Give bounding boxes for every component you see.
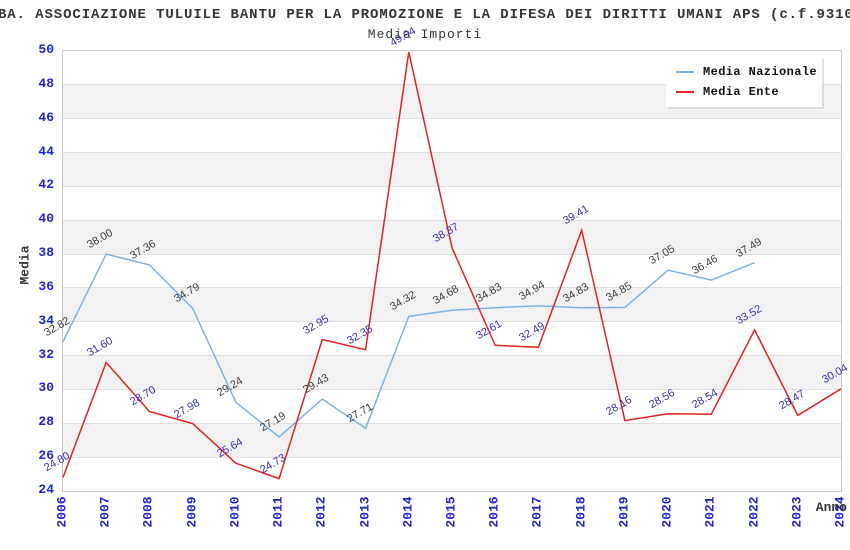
y-tick-label: 42 (38, 177, 54, 193)
gridline (63, 287, 841, 289)
plot-area: 32.82 38.00 37.36 34.79 29.24 27.19 29.43 27.71… (42, 25, 850, 492)
x-tick-label: 2010 (227, 496, 243, 528)
x-tick-label: 2008 (140, 496, 156, 528)
y-tick-label: 26 (38, 448, 54, 464)
x-tick-label: 2013 (357, 496, 373, 528)
gridline (63, 321, 841, 323)
y-tick-label: 36 (38, 278, 54, 294)
x-tick-label: 2023 (789, 496, 805, 528)
x-tick-label: 2011 (270, 496, 286, 528)
x-tick-label: 2006 (54, 496, 70, 528)
band (63, 355, 841, 390)
gridline (63, 456, 841, 458)
y-tick-label: 46 (38, 109, 54, 125)
band (63, 423, 841, 458)
band (63, 152, 841, 187)
gridline (63, 422, 841, 424)
legend-item-media-nazionale: Media Nazionale (676, 62, 822, 82)
gridline (63, 152, 841, 154)
series-lines (62, 51, 842, 480)
y-tick-label: 48 (38, 75, 54, 91)
x-tick-label: 2007 (97, 496, 113, 528)
gridline (63, 118, 841, 120)
x-tick-label: 2017 (529, 496, 545, 528)
chart-title: BA. ASSOCIAZIONE TULUILE BANTU PER LA PR… (0, 7, 850, 23)
legend-swatch-nazionale (676, 71, 694, 73)
x-tick-label: 2016 (486, 496, 502, 528)
y-axis-title: Media (17, 245, 33, 285)
y-tick-label: 50 (38, 42, 54, 57)
gridline (63, 219, 841, 221)
gridline (63, 253, 841, 255)
x-tick-label: 2009 (184, 496, 200, 528)
x-tick-label: 2014 (400, 496, 416, 528)
band (63, 287, 841, 322)
y-tick-label: 40 (38, 211, 54, 227)
legend-label: Media Ente (703, 85, 780, 99)
gridline (63, 355, 841, 357)
x-tick-label: 2019 (616, 496, 632, 528)
y-tick-label: 30 (38, 380, 54, 396)
y-tick-label: 32 (38, 346, 54, 362)
y-tick-label: 34 (38, 312, 54, 328)
gridline (63, 84, 841, 86)
x-axis-title: Anno (815, 500, 847, 515)
x-tick-label: 2020 (659, 496, 675, 528)
gridline (63, 388, 841, 390)
chart-subtitle: Media Importi (367, 27, 483, 42)
gridline (63, 185, 841, 187)
x-tick-label: 2022 (746, 496, 762, 528)
legend-swatch-ente (676, 91, 694, 93)
series-line-media-ente (62, 51, 842, 480)
y-tick-label: 44 (38, 143, 54, 159)
x-tick-label: 2021 (702, 496, 718, 528)
legend-item-media-ente: Media Ente (676, 82, 822, 102)
x-tick-label: 2012 (313, 496, 329, 528)
series-line-media-nazionale (62, 253, 755, 438)
x-tick-label: 2018 (573, 496, 589, 528)
x-tick-label: 2015 (443, 496, 459, 528)
legend-label: Media Nazionale (703, 65, 818, 79)
y-tick-label: 38 (38, 245, 54, 261)
y-tick-label: 28 (38, 414, 54, 430)
y-tick-label: 24 (38, 482, 54, 497)
legend: Media Nazionale Media Ente (666, 57, 822, 107)
